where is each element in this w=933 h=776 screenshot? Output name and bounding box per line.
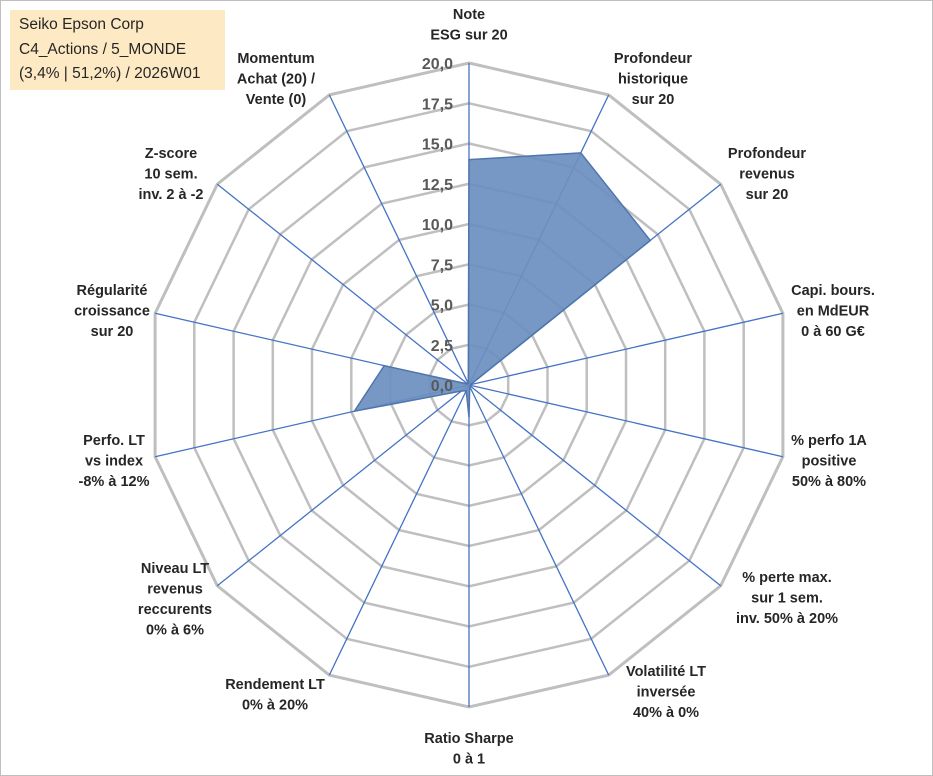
axis-label: Note ESG sur 20 [430, 7, 507, 44]
axis-label: Niveau LT revenus reccurents 0% à 6% [138, 561, 212, 639]
tick-label-layer: 0,0 2,5 5,0 7,5 10,0 12,5 15,0 17,5 20,0 [422, 56, 453, 395]
axis-label: Rendement LT 0% à 20% [225, 677, 325, 714]
tick-label: 20,0 [422, 56, 453, 73]
axis-spoke [328, 94, 470, 386]
info-box: Seiko Epson Corp C4_Actions / 5_MONDE (3… [10, 10, 225, 90]
axis-spoke [468, 312, 784, 386]
axis-label: Volatilité LT inversée 40% à 0% [626, 664, 706, 721]
stats-label: (3,4% | 51,2%) / 2026W01 [19, 65, 201, 82]
axis-label-layer: Note ESG sur 20 Profondeur historique sur 20… [74, 7, 875, 768]
tick-label: 0,0 [431, 378, 453, 395]
axis-spoke [468, 384, 784, 458]
axis-label: Perfo. LT vs index -8% à 12% [79, 433, 150, 490]
axis-spoke [468, 384, 610, 676]
axis-label: Momentum Achat (20) / Vente (0) [237, 51, 315, 108]
tick-label: 5,0 [431, 298, 453, 315]
tick-label: 10,0 [422, 217, 453, 234]
axis-label: Régularité croissance sur 20 [74, 283, 150, 340]
tick-label: 2,5 [431, 338, 453, 355]
axis-label: % perfo 1A positive 50% à 80% [791, 433, 867, 490]
axis-label: Profondeur historique sur 20 [614, 51, 692, 108]
axis-label: Capi. bours. en MdEUR 0 à 60 G€ [791, 283, 875, 340]
axis-label: Z-score 10 sem. inv. 2 à -2 [138, 146, 203, 203]
company-name: Seiko Epson Corp [19, 16, 144, 33]
tick-label: 7,5 [431, 257, 453, 274]
axis-spoke [328, 384, 470, 676]
tick-label: 12,5 [422, 177, 453, 194]
data-area-layer [352, 152, 652, 418]
axis-label: % perte max. sur 1 sem. inv. 50% à 20% [736, 570, 838, 627]
axis-spoke [216, 183, 470, 386]
axis-label: Profondeur revenus sur 20 [728, 146, 806, 203]
tick-label: 17,5 [422, 96, 453, 113]
category-label: C4_Actions / 5_MONDE [19, 40, 187, 58]
axis-label: Ratio Sharpe 0 à 1 [424, 731, 513, 768]
tick-label: 15,0 [422, 137, 453, 154]
axis-spoke [216, 384, 470, 587]
axis-spoke [468, 384, 722, 587]
